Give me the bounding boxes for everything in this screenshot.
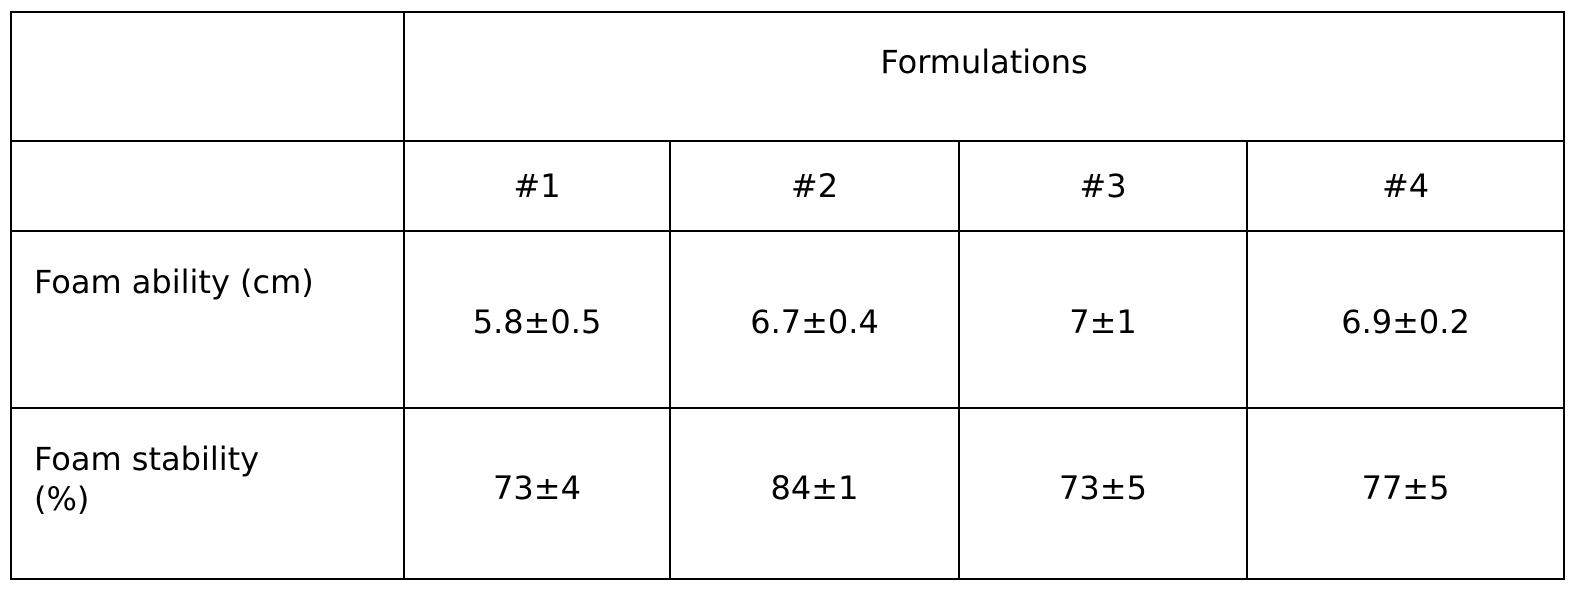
table-row: Foam ability (cm) 5.8±0.5 6.7±0.4 7±1 6.…: [11, 231, 1564, 408]
column-header-row: #1 #2 #3 #4: [11, 141, 1564, 231]
table-cell: 84±1: [670, 408, 959, 579]
column-header: #1: [404, 141, 670, 231]
column-header: #4: [1247, 141, 1564, 231]
row-label: Foam ability (cm): [11, 231, 404, 408]
column-header: #2: [670, 141, 959, 231]
empty-cell: [11, 141, 404, 231]
column-header: #3: [959, 141, 1247, 231]
table-cell: 77±5: [1247, 408, 1564, 579]
table-cell: 5.8±0.5: [404, 231, 670, 408]
table-cell: 73±4: [404, 408, 670, 579]
table-cell: 6.7±0.4: [670, 231, 959, 408]
group-header: Formulations: [404, 12, 1564, 141]
table-cell: 73±5: [959, 408, 1247, 579]
table-cell: 7±1: [959, 231, 1247, 408]
table-row: Foam stability (%) 73±4 84±1 73±5 77±5: [11, 408, 1564, 579]
row-label: Foam stability (%): [11, 408, 404, 579]
empty-corner-cell: [11, 12, 404, 141]
formulations-table: Formulations #1 #2 #3 #4 Foam ability (c…: [10, 11, 1565, 580]
header-row: Formulations: [11, 12, 1564, 141]
table-cell: 6.9±0.2: [1247, 231, 1564, 408]
